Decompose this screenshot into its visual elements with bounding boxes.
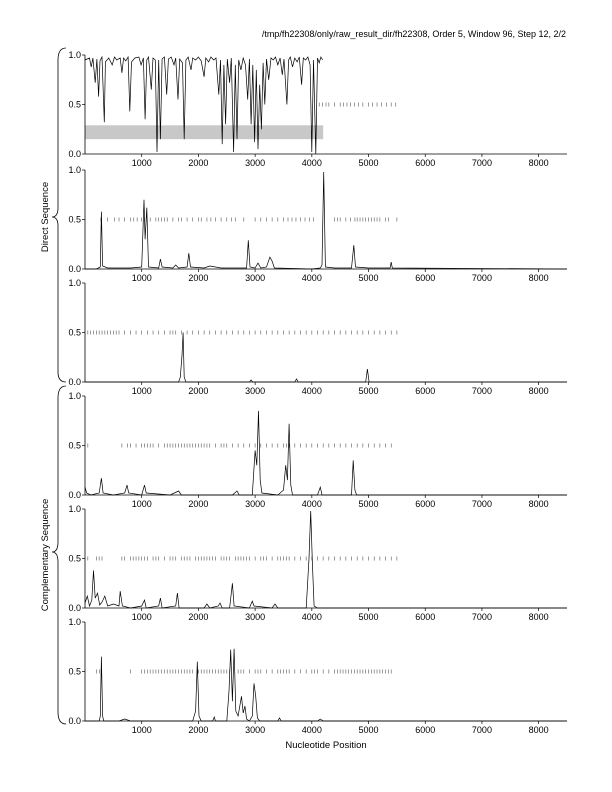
x-tick-label: 7000 [472, 158, 492, 168]
y-tick-label: 0.5 [68, 328, 81, 338]
x-tick-label: 3000 [245, 273, 265, 283]
x-tick-label: 3000 [245, 158, 265, 168]
panel-1: 0.0 0.5 1.0 1000 2000 3000 4000 5000 6000 7000 800… [68, 50, 567, 168]
x-tick-label: 6000 [415, 499, 435, 509]
x-tick-label: 7000 [472, 273, 492, 283]
x-tick-label: 4000 [302, 499, 322, 509]
y-tick-label: 0.0 [68, 264, 81, 274]
x-tick-label: 1000 [132, 158, 152, 168]
x-tick-label: 8000 [529, 386, 549, 396]
panel-5: 0.0 0.5 1.0 1000 2000 3000 4000 5000 6000 7000 800… [68, 504, 567, 622]
x-tick-label: 3000 [245, 386, 265, 396]
x-tick-label: 3000 [245, 725, 265, 735]
y-tick-label: 0.5 [68, 441, 81, 451]
direct-sequence-brace [51, 47, 67, 383]
x-tick-label: 8000 [529, 158, 549, 168]
x-tick-label: 4000 [302, 158, 322, 168]
series-line [85, 332, 567, 383]
y-tick-label: 1.0 [68, 617, 81, 627]
direct-sequence-label: Direct Sequence [40, 182, 51, 252]
x-tick-label: 4000 [302, 386, 322, 396]
y-tick-label: 0.5 [68, 215, 81, 225]
x-tick-label: 8000 [529, 725, 549, 735]
x-axis-label: Nucleotide Position [285, 740, 366, 751]
x-tick-label: 2000 [188, 612, 208, 622]
x-tick-label: 8000 [529, 612, 549, 622]
x-tick-label: 4000 [302, 612, 322, 622]
x-tick-label: 2000 [188, 273, 208, 283]
panel-6: 0.0 0.5 1.0 1000 2000 3000 4000 5000 6000 7000 800… [68, 617, 567, 735]
x-tick-label: 1000 [132, 499, 152, 509]
x-tick-label: 6000 [415, 386, 435, 396]
x-tick-label: 1000 [132, 612, 152, 622]
x-tick-label: 5000 [359, 386, 379, 396]
x-tick-label: 2000 [188, 725, 208, 735]
y-tick-label: 1.0 [68, 391, 81, 401]
x-tick-label: 6000 [415, 158, 435, 168]
x-tick-label: 8000 [529, 273, 549, 283]
y-tick-label: 1.0 [68, 278, 81, 288]
x-tick-label: 2000 [188, 386, 208, 396]
x-tick-label: 8000 [529, 499, 549, 509]
x-tick-label: 6000 [415, 725, 435, 735]
x-tick-label: 2000 [188, 499, 208, 509]
x-tick-label: 5000 [359, 273, 379, 283]
series-line [84, 510, 567, 609]
y-tick-label: 0.0 [68, 149, 81, 159]
series-line [85, 171, 568, 270]
y-tick-label: 1.0 [68, 50, 81, 60]
panel-3: 0.0 0.5 1.0 1000 2000 3000 4000 5000 6000 7000 800… [68, 278, 567, 396]
y-tick-label: 0.0 [68, 490, 81, 500]
y-tick-label: 0.5 [68, 667, 81, 677]
x-tick-label: 7000 [472, 499, 492, 509]
y-tick-label: 1.0 [68, 504, 81, 514]
x-tick-label: 6000 [415, 612, 435, 622]
series-line [84, 55, 323, 155]
x-tick-label: 4000 [302, 273, 322, 283]
x-tick-label: 2000 [188, 158, 208, 168]
x-tick-label: 5000 [359, 158, 379, 168]
series-line [85, 648, 567, 722]
x-tick-label: 1000 [132, 386, 152, 396]
y-tick-label: 0.5 [68, 100, 81, 110]
x-tick-label: 7000 [472, 612, 492, 622]
y-tick-label: 1.0 [68, 165, 81, 175]
x-tick-label: 5000 [359, 725, 379, 735]
shaded-band [85, 125, 324, 140]
header-path: /tmp/fh22308/only/raw_result_dir/fh22308… [262, 29, 566, 39]
panel-4: 0.0 0.5 1.0 1000 2000 3000 4000 5000 6000 7000 800… [68, 391, 567, 509]
x-tick-label: 1000 [132, 273, 152, 283]
complementary-sequence-label: Complementary Sequence [40, 499, 51, 611]
x-tick-label: 7000 [472, 725, 492, 735]
x-tick-label: 5000 [359, 499, 379, 509]
complementary-sequence-brace [51, 385, 67, 725]
x-tick-label: 6000 [415, 273, 435, 283]
series-line [84, 410, 567, 496]
x-tick-label: 3000 [245, 499, 265, 509]
y-tick-label: 0.0 [68, 716, 81, 726]
panels-container: 0.0 0.5 1.0 1000 2000 3000 4000 5000 6000 7000 800… [68, 50, 568, 735]
x-tick-label: 3000 [245, 612, 265, 622]
y-tick-label: 0.5 [68, 554, 81, 564]
x-tick-label: 5000 [359, 612, 379, 622]
x-tick-label: 7000 [472, 386, 492, 396]
y-tick-label: 0.0 [68, 377, 81, 387]
x-tick-label: 1000 [132, 725, 152, 735]
panel-2: 0.0 0.5 1.0 1000 2000 3000 4000 5000 6000 7000 800… [68, 165, 568, 283]
x-tick-label: 4000 [302, 725, 322, 735]
y-tick-label: 0.0 [68, 603, 81, 613]
